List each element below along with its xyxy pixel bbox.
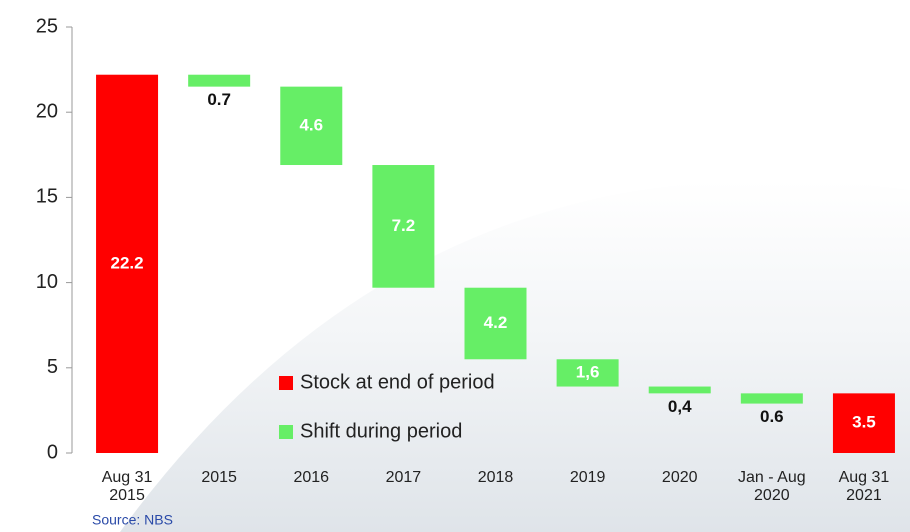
x-tick-label: 2017 — [386, 469, 422, 486]
y-tick-label: 0 — [47, 441, 58, 463]
y-tick-label: 25 — [36, 15, 58, 37]
data-label: 0.7 — [207, 90, 231, 109]
data-label: 7.2 — [392, 216, 416, 235]
bar — [188, 74, 251, 87]
y-tick-label: 5 — [47, 356, 58, 378]
data-label: 4.2 — [484, 313, 508, 332]
x-tick-label: 2015 — [109, 487, 145, 504]
legend-swatch — [279, 425, 293, 439]
x-tick-label: Aug 31 — [839, 469, 890, 486]
data-label: 1,6 — [576, 362, 600, 381]
y-tick-label: 20 — [36, 100, 58, 122]
x-tick-label: 2015 — [201, 469, 237, 486]
bar — [740, 393, 803, 404]
bar — [96, 74, 159, 453]
legend-label: Shift during period — [300, 420, 462, 442]
bar — [464, 287, 527, 360]
data-label: 0,4 — [668, 397, 692, 416]
x-tick-label: 2020 — [662, 469, 698, 486]
bar — [556, 359, 619, 387]
legend-label: Stock at end of period — [300, 371, 495, 393]
bar — [280, 86, 343, 166]
bar — [372, 165, 435, 288]
source: Source: NBS — [92, 512, 173, 528]
x-tick-label: 2018 — [478, 469, 514, 486]
x-tick-label: 2020 — [754, 487, 790, 504]
x-tick-label: 2021 — [846, 487, 882, 504]
y-tick-label: 10 — [36, 271, 58, 293]
y-tick-label: 15 — [36, 186, 58, 208]
bar — [832, 393, 895, 453]
x-tick-label: Jan - Aug — [738, 469, 806, 486]
x-tick-label: 2016 — [293, 469, 329, 486]
bar — [648, 386, 711, 394]
x-tick-label: Aug 31 — [102, 469, 153, 486]
legend-swatch — [279, 376, 293, 390]
data-label: 4.6 — [299, 115, 323, 134]
data-label: 0.6 — [760, 407, 784, 426]
data-label: 3.5 — [852, 413, 876, 432]
x-tick-label: 2019 — [570, 469, 606, 486]
data-label: 22.2 — [111, 253, 144, 272]
